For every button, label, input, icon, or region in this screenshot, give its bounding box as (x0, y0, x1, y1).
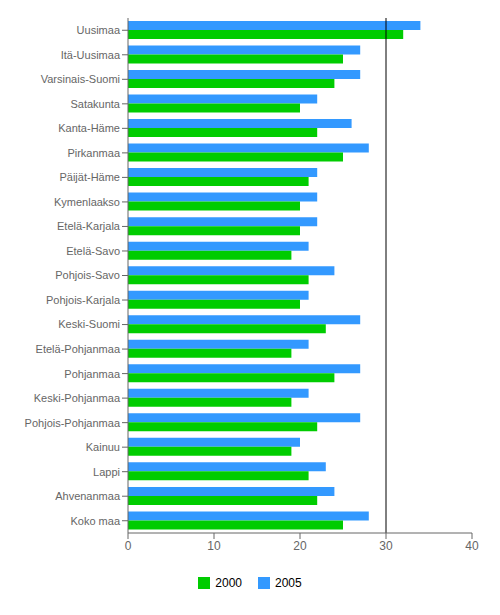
svg-text:Koko maa: Koko maa (70, 515, 120, 527)
svg-text:Pohjanmaa: Pohjanmaa (64, 368, 121, 380)
svg-text:Satakunta: Satakunta (70, 98, 120, 110)
svg-text:Itä-Uusimaa: Itä-Uusimaa (61, 49, 121, 61)
svg-text:Pirkanmaa: Pirkanmaa (67, 147, 120, 159)
svg-text:30: 30 (379, 539, 393, 553)
svg-text:Pohjois-Savo: Pohjois-Savo (55, 269, 120, 281)
svg-text:10: 10 (207, 539, 221, 553)
svg-text:40: 40 (465, 539, 479, 553)
svg-text:Kanta-Häme: Kanta-Häme (58, 122, 120, 134)
svg-text:Pohjois-Karjala: Pohjois-Karjala (46, 294, 121, 306)
html-text:2005: 2005 (275, 576, 302, 590)
svg-text:20: 20 (293, 539, 307, 553)
svg-text:Keski-Suomi: Keski-Suomi (58, 318, 120, 330)
svg-text:Kainuu: Kainuu (86, 441, 120, 453)
svg-text:Keski-Pohjanmaa: Keski-Pohjanmaa (34, 392, 121, 404)
svg-text:Varsinais-Suomi: Varsinais-Suomi (41, 73, 120, 85)
svg-text:Kymenlaakso: Kymenlaakso (54, 196, 120, 208)
html-text:2000: 2000 (215, 576, 242, 590)
svg-text:Päijät-Häme: Päijät-Häme (59, 171, 120, 183)
svg-text:Uusimaa: Uusimaa (77, 24, 121, 36)
svg-text:0: 0 (125, 539, 132, 553)
svg-text:Etelä-Pohjanmaa: Etelä-Pohjanmaa (36, 343, 121, 355)
svg-text:Lappi: Lappi (93, 466, 120, 478)
svg-text:Pohjois-Pohjanmaa: Pohjois-Pohjanmaa (25, 417, 121, 429)
svg-text:Ahvenanmaa: Ahvenanmaa (55, 490, 121, 502)
svg-text:Etelä-Savo: Etelä-Savo (66, 245, 120, 257)
svg-text:Etelä-Karjala: Etelä-Karjala (57, 220, 121, 232)
